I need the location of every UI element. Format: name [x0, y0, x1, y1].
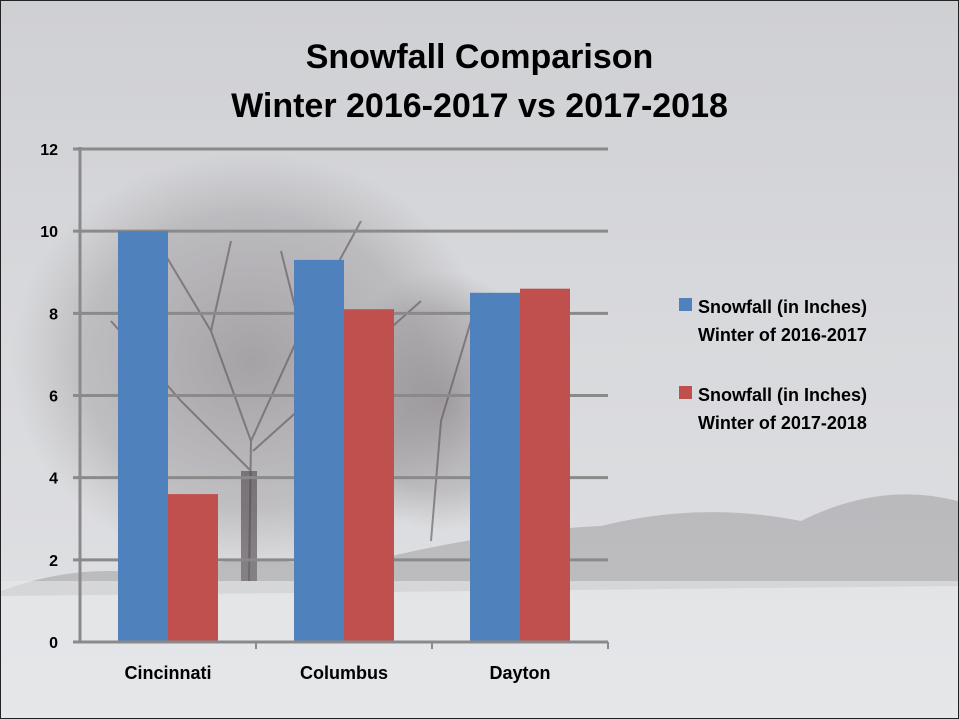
bar-columbus-series-2 [344, 309, 394, 642]
bar-columbus-series-1 [294, 259, 344, 642]
bar-dayton-series-2 [520, 288, 570, 642]
chart-title: Snowfall Comparison [305, 38, 654, 76]
x-tick-label-dayton: Dayton [489, 663, 550, 683]
bar-cincinnati-series-1 [118, 231, 168, 642]
bar-dayton-series-1 [470, 292, 520, 642]
bars [118, 231, 570, 642]
legend-label-series-1: Snowfall (in Inches) Winter of 2016-2017 [698, 293, 928, 349]
y-tick-label-2: 2 [49, 553, 58, 570]
legend-label-series-1-line-2: Winter of 2016-2017 [698, 325, 867, 345]
y-tick-label-0: 0 [49, 635, 58, 652]
y-tick-label-12: 12 [40, 142, 58, 159]
x-tick-label-columbus: Columbus [300, 663, 388, 683]
y-tick-label-4: 4 [49, 471, 58, 488]
legend-swatch-series-1 [679, 298, 692, 311]
legend-label-series-2: Snowfall (in Inches) Winter of 2017-2018 [698, 381, 928, 437]
legend-swatch-series-2 [679, 386, 692, 399]
legend-label-series-2-line-1: Snowfall (in Inches) [698, 385, 868, 405]
y-tick-label-6: 6 [49, 389, 58, 406]
bar-cincinnati-series-2 [168, 494, 218, 642]
x-tick-label-cincinnati: Cincinnati [124, 663, 211, 683]
y-tick-label-10: 10 [40, 224, 58, 241]
tree-trunk [241, 471, 257, 581]
chart-subtitle: Winter 2016-2017 vs 2017-2018 [231, 87, 728, 125]
legend-label-series-1-line-1: Snowfall (in Inches) [698, 297, 868, 317]
legend-label-series-2-line-2: Winter of 2017-2018 [698, 413, 867, 433]
axes: 0 2 4 6 8 10 12 Cincinnati Columbus Dayton [40, 142, 609, 683]
y-tick-label-8: 8 [49, 306, 58, 323]
